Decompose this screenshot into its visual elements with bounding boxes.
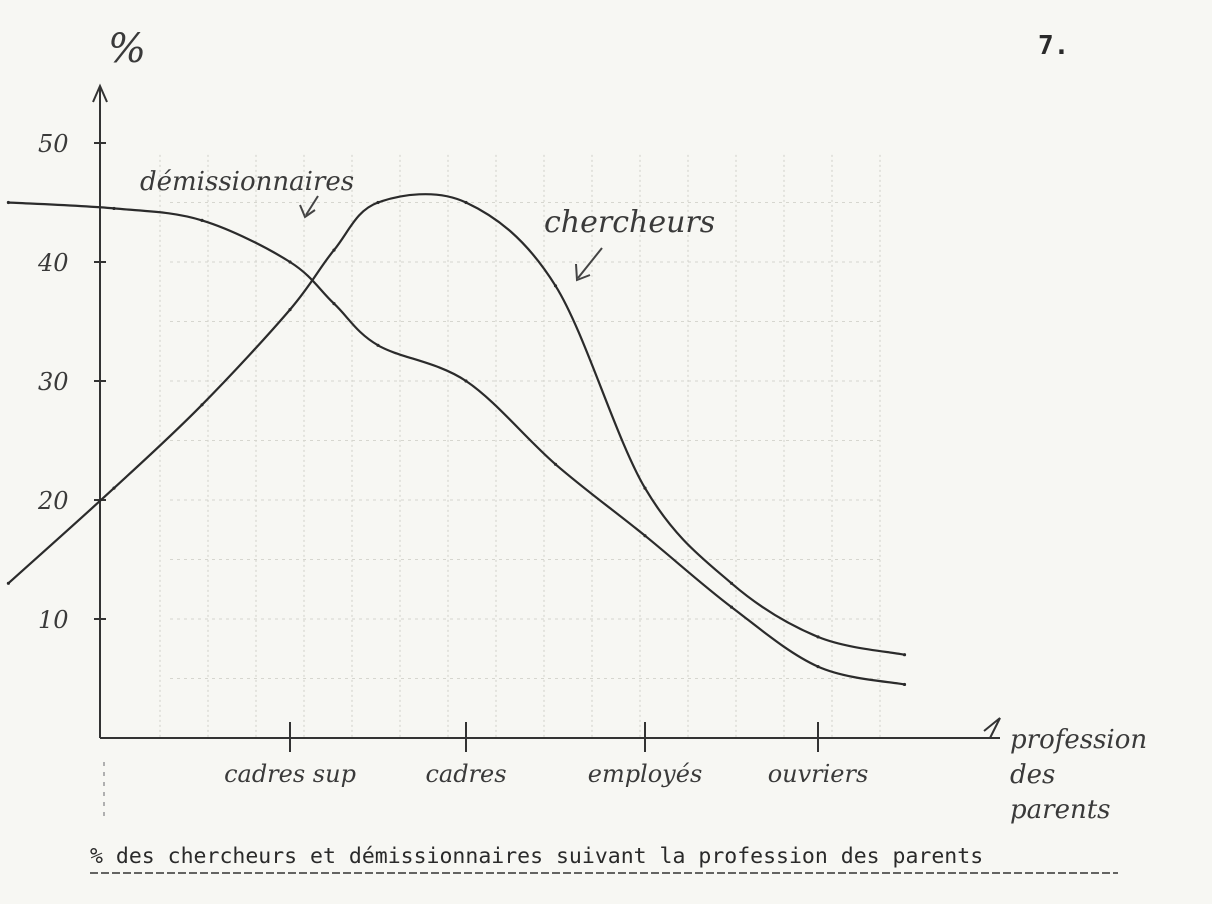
x-tick-label: ouvriers bbox=[768, 760, 869, 788]
data-point-chercheurs bbox=[729, 581, 734, 585]
data-point-chercheurs bbox=[288, 308, 292, 312]
y-tick-label: 50 bbox=[38, 130, 69, 158]
data-point-demissionnaires bbox=[816, 665, 820, 669]
series-label-chercheurs: chercheurs bbox=[544, 205, 715, 240]
data-point-demissionnaires bbox=[464, 379, 468, 383]
page-number: 7. bbox=[1038, 31, 1069, 61]
series-label-chercheurs-arrow bbox=[577, 247, 603, 279]
y-tick-label: 30 bbox=[38, 368, 69, 396]
y-axis-arrowhead bbox=[92, 83, 108, 103]
y-tick-label: 20 bbox=[37, 487, 69, 515]
data-point-chercheurs bbox=[553, 284, 558, 288]
data-point-demissionnaires bbox=[553, 462, 558, 466]
tick-layer: 10 20 30 40 50 cadres sup cadres employés ouvrie… bbox=[37, 130, 868, 788]
y-tick-label: 10 bbox=[38, 606, 69, 634]
data-point-chercheurs bbox=[112, 486, 116, 490]
x-tick-label: cadres bbox=[425, 760, 506, 788]
data-point-demissionnaires bbox=[643, 534, 647, 538]
y-axis-label: % bbox=[108, 26, 146, 72]
data-point-chercheurs bbox=[902, 653, 907, 657]
series-line-chercheurs bbox=[7, 193, 905, 656]
series-label-chercheurs-arrowhead bbox=[575, 263, 591, 282]
data-point-demissionnaires bbox=[6, 200, 10, 205]
data-point-demissionnaires bbox=[112, 206, 116, 211]
data-point-demissionnaires bbox=[288, 260, 292, 264]
x-axis-label-line-1: profession bbox=[1010, 725, 1147, 755]
data-point-demissionnaires bbox=[200, 218, 204, 222]
data-point-chercheurs bbox=[464, 200, 468, 205]
series-label-demissionnaires-arrow bbox=[305, 195, 319, 216]
x-axis-label-line-3: parents bbox=[1010, 795, 1111, 825]
x-axis-arrowhead bbox=[983, 717, 1001, 739]
series-label-demissionnaires: démissionnaires bbox=[140, 167, 354, 197]
data-point-demissionnaires bbox=[376, 343, 380, 347]
chart-caption: % des chercheurs et démissionnaires suiv… bbox=[90, 844, 983, 869]
series-layer bbox=[6, 193, 907, 687]
x-tick-label: cadres sup bbox=[224, 760, 356, 788]
data-point-demissionnaires bbox=[902, 682, 907, 687]
data-point-chercheurs bbox=[6, 581, 10, 585]
axes bbox=[92, 83, 1001, 739]
grid-layer bbox=[159, 154, 881, 738]
data-point-chercheurs bbox=[332, 248, 336, 252]
data-point-demissionnaires bbox=[332, 302, 336, 306]
series-label-demissionnaires-arrowhead bbox=[299, 204, 316, 219]
x-tick-label: employés bbox=[588, 760, 703, 788]
data-point-chercheurs bbox=[376, 200, 380, 205]
data-point-demissionnaires bbox=[729, 605, 734, 609]
data-point-chercheurs bbox=[200, 403, 204, 407]
data-point-chercheurs bbox=[816, 635, 820, 639]
x-axis-label-line-2: des bbox=[1010, 760, 1055, 790]
data-point-chercheurs bbox=[643, 486, 647, 490]
y-tick-label: 40 bbox=[37, 249, 69, 277]
series-line-demissionnaires bbox=[8, 201, 905, 686]
